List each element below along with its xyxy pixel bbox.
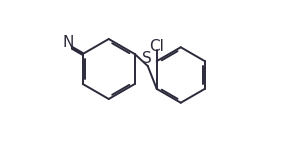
Text: S: S bbox=[142, 51, 152, 66]
Text: Cl: Cl bbox=[149, 39, 164, 54]
Text: N: N bbox=[62, 35, 74, 50]
